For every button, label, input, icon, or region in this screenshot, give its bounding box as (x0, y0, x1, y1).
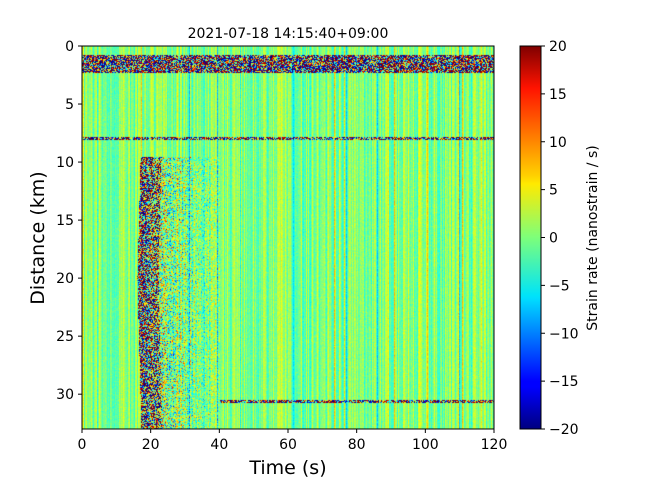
x-axis: 0 20 40 60 80 100 120 (78, 429, 508, 453)
chart-title: 2021-07-18 14:15:40+09:00 (188, 26, 389, 42)
colorbar-tick-label: 15 (549, 87, 567, 103)
x-tick-label: 60 (279, 437, 297, 453)
y-tick-label: 0 (65, 39, 74, 55)
y-tick-label: 10 (56, 155, 74, 171)
y-axis-label: Distance (km) (27, 171, 49, 304)
x-tick-label: 80 (348, 437, 366, 453)
colorbar-axis: 20 15 10 5 0 −5 −10 −15 −20 (541, 39, 579, 438)
heatmap-raster (82, 46, 494, 429)
y-tick-label: 30 (56, 387, 74, 403)
x-tick-label: 20 (142, 437, 160, 453)
x-tick-label: 100 (412, 437, 439, 453)
colorbar-tick-label: −10 (549, 326, 579, 342)
colorbar-tick-label: 0 (549, 231, 558, 247)
colorbar-tick-label: −15 (549, 374, 579, 390)
colorbar-tick-label: 20 (549, 39, 567, 55)
y-axis: 0 5 10 15 20 25 30 (56, 39, 82, 403)
x-tick-label: 40 (210, 437, 228, 453)
colorbar-label: Strain rate (nanostrain / s) (585, 145, 601, 330)
y-tick-label: 5 (65, 97, 74, 113)
colorbar-tick-label: −20 (549, 422, 579, 438)
y-tick-label: 25 (56, 329, 74, 345)
x-axis-label: Time (s) (248, 457, 326, 479)
colorbar-tick-label: 10 (549, 135, 567, 151)
colorbar-tick-label: 5 (549, 183, 558, 199)
x-tick-label: 0 (78, 437, 87, 453)
y-tick-label: 20 (56, 271, 74, 287)
y-tick-label: 15 (56, 213, 74, 229)
x-tick-label: 120 (481, 437, 508, 453)
heatmap-image (82, 46, 494, 429)
colorbar (519, 45, 542, 430)
colorbar-tick-label: −5 (549, 278, 570, 294)
